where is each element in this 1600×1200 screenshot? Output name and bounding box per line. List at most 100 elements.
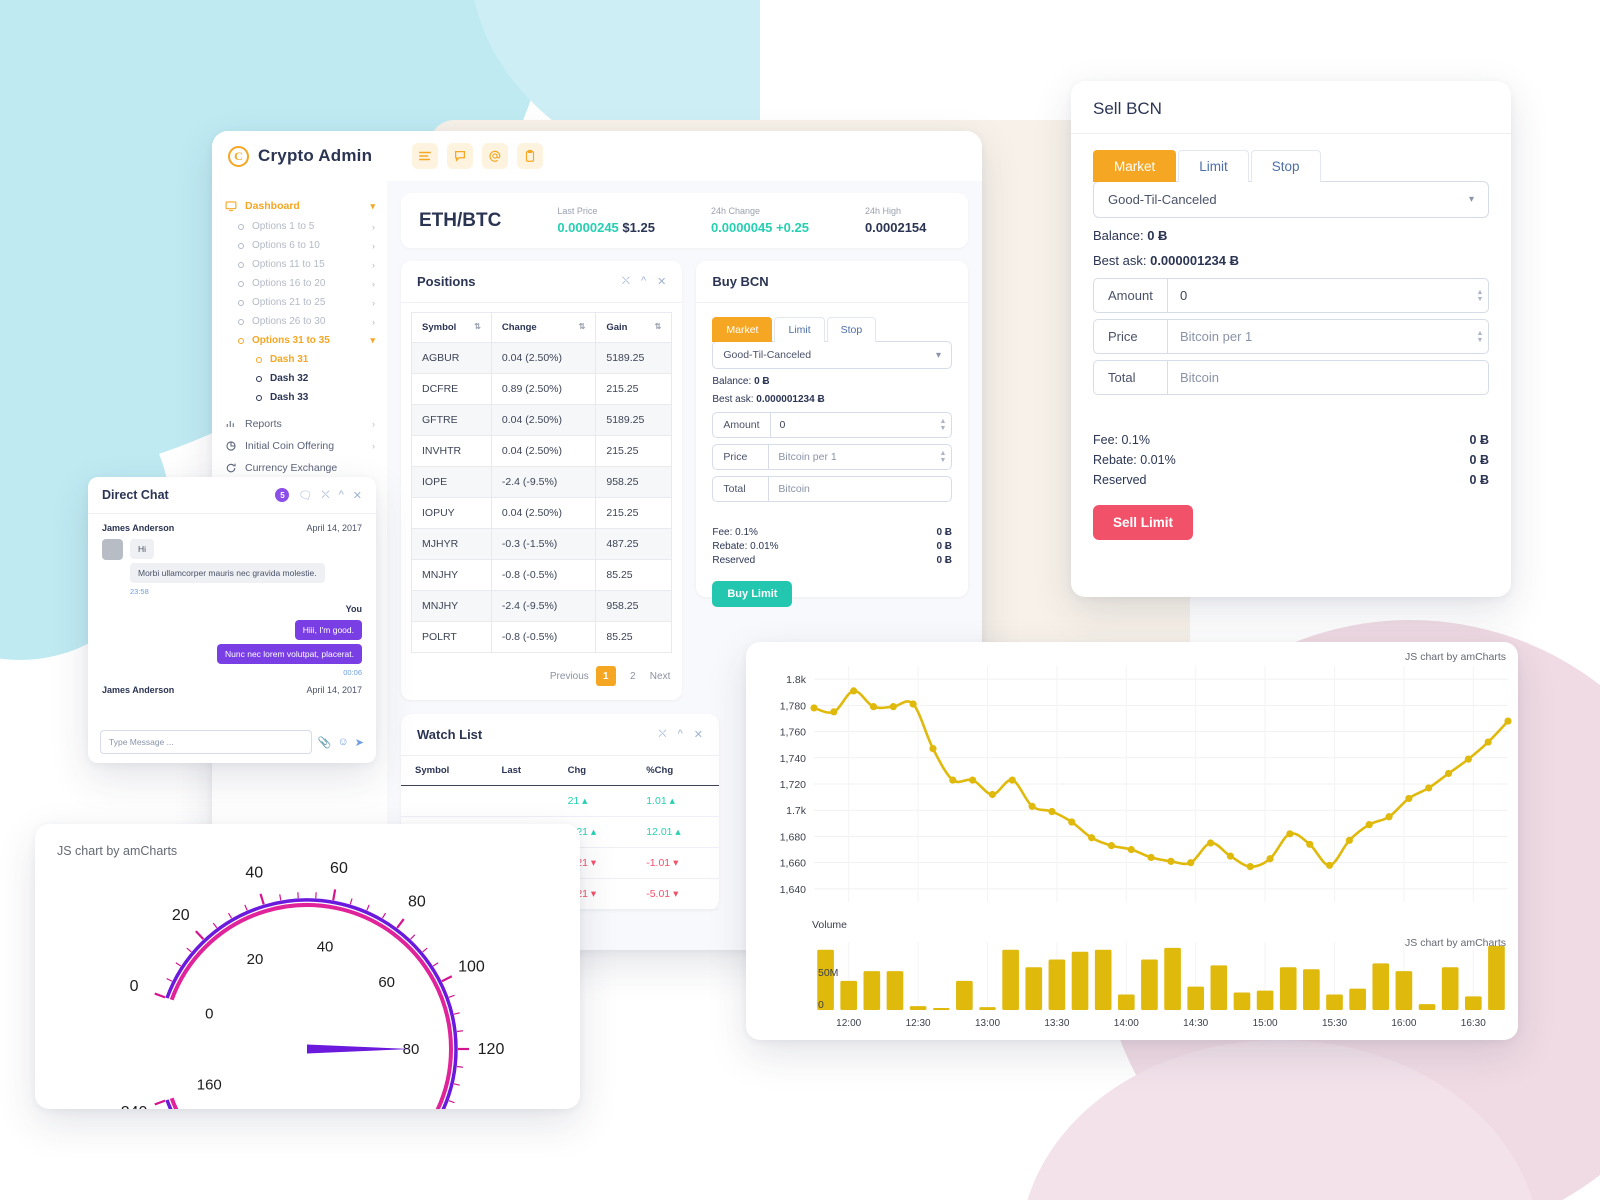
collapse-icon[interactable]: ^ — [338, 489, 344, 501]
sidebar-subitem-options-7[interactable]: Options 31 to 35 ▾ — [212, 331, 387, 350]
expand-icon[interactable]: ⛌ — [321, 488, 330, 501]
chevron-down-icon: ▾ — [370, 200, 375, 211]
column-last[interactable]: Last — [487, 756, 554, 786]
total-field[interactable]: Total Bitcoin — [712, 476, 952, 502]
column-chg[interactable]: Chg — [553, 756, 633, 786]
chat-thread-meta: James Anderson April 14, 2017 — [102, 685, 362, 695]
close-icon[interactable]: ✕ — [352, 489, 362, 502]
emoji-icon[interactable]: ☺ — [337, 736, 349, 748]
total-input[interactable]: Bitcoin — [778, 483, 810, 495]
sidebar-item-dash-31[interactable]: Dash 31 — [212, 350, 387, 369]
collapse-icon[interactable]: ^ — [677, 728, 683, 740]
pager-previous[interactable]: Previous — [549, 670, 589, 682]
table-row[interactable]: GFTRE 0.04 (2.50%) 5189.25 — [411, 404, 673, 436]
amount-field[interactable]: Amount 0 ▲ ▼ — [712, 412, 952, 438]
sidebar-item-currency-exchange[interactable]: Currency Exchange — [212, 457, 387, 479]
amount-input[interactable]: 0 — [1180, 288, 1188, 303]
table-row[interactable]: IOPE -2.4 (-9.5%) 958.25 — [411, 466, 673, 498]
sidebar-item-label: Dash 33 — [270, 392, 309, 403]
menu-icon[interactable] — [412, 143, 439, 169]
cell-change: 0.04 (2.50%) — [490, 404, 597, 436]
contacts-icon[interactable]: 🗨 — [298, 489, 313, 502]
cell-symbol: IOPE — [411, 466, 492, 498]
close-icon[interactable]: ✕ — [657, 276, 667, 288]
table-row[interactable]: INVHTR 0.04 (2.50%) 215.25 — [411, 435, 673, 467]
cell-pct-chg: 12.01 ▴ — [632, 816, 719, 848]
sidebar-subitem-options-5[interactable]: Options 21 to 25 › — [212, 293, 387, 312]
price-input[interactable]: Bitcoin per 1 — [1180, 329, 1253, 344]
svg-text:60: 60 — [378, 974, 395, 991]
amount-input[interactable]: 0 — [779, 419, 786, 431]
sidebar-subitem-options-4[interactable]: Options 16 to 20 › — [212, 274, 387, 293]
tab-limit[interactable]: Limit — [1178, 150, 1249, 182]
pager-next[interactable]: Next — [649, 670, 671, 682]
stat-primary: 0.0002154 — [864, 220, 927, 235]
send-icon[interactable]: ➤ — [354, 736, 364, 749]
svg-text:15:30: 15:30 — [1322, 1018, 1347, 1029]
table-row[interactable]: DCFRE 0.89 (2.50%) 215.25 — [411, 373, 673, 405]
price-stepper[interactable]: ▲ ▼ — [1476, 329, 1484, 344]
buy-limit-button[interactable]: Buy Limit — [712, 581, 793, 607]
chat-icon[interactable] — [447, 143, 474, 169]
close-icon[interactable]: ✕ — [693, 729, 703, 741]
amount-field[interactable]: Amount 0 ▲ ▼ — [1093, 278, 1489, 313]
table-row[interactable]: 21 ▴ 1.01 ▴ — [401, 785, 719, 817]
sidebar-item-initial-coin-offering[interactable]: Initial Coin Offering › — [212, 435, 387, 457]
pager-page-2[interactable]: 2 — [630, 670, 636, 682]
table-row[interactable]: IOPUY 0.04 (2.50%) 215.25 — [411, 497, 673, 529]
table-row[interactable]: AGBUR 0.04 (2.50%) 5189.25 — [411, 342, 673, 374]
sidebar-subitem-options-3[interactable]: Options 11 to 15 › — [212, 255, 387, 274]
sell-limit-button[interactable]: Sell Limit — [1093, 505, 1194, 540]
price-input[interactable]: Bitcoin per 1 — [778, 451, 837, 463]
column-symbol[interactable]: Symbol ⇅ — [411, 312, 492, 343]
tab-stop[interactable]: Stop — [1250, 150, 1321, 182]
order-duration-select[interactable]: Good-Til-Canceled ▾ — [1093, 181, 1489, 218]
column-pct-chg[interactable]: %Chg — [632, 756, 719, 786]
sidebar-subitem-options-2[interactable]: Options 6 to 10 › — [212, 236, 387, 255]
at-icon[interactable] — [482, 143, 509, 169]
sidebar-subitem-options-1[interactable]: Options 1 to 5 › — [212, 217, 387, 236]
svg-text:1,740: 1,740 — [780, 753, 806, 765]
gauge-chart: 0204060801001201401601802002202400204060… — [121, 860, 504, 1200]
order-duration-select[interactable]: Good-Til-Canceled ▾ — [712, 341, 952, 369]
sidebar-item-reports[interactable]: Reports › — [212, 413, 387, 435]
table-row[interactable]: MNJHY -0.8 (-0.5%) 85.25 — [411, 559, 673, 591]
column-symbol[interactable]: Symbol — [401, 756, 488, 786]
sidebar-subitem-options-6[interactable]: Options 26 to 30 › — [212, 312, 387, 331]
collapse-icon[interactable]: ^ — [640, 275, 647, 287]
attachment-icon[interactable]: 📎 — [317, 736, 332, 749]
sell-panel: Sell BCN Market Limit Stop Good-Til-Canc… — [1071, 81, 1511, 597]
expand-icon[interactable]: ⛌ — [621, 275, 630, 287]
table-row[interactable]: MNJHY -2.4 (-9.5%) 958.25 — [411, 590, 673, 622]
price-field[interactable]: Price Bitcoin per 1 ▲ ▼ — [1093, 319, 1489, 354]
amount-stepper[interactable]: ▲ ▼ — [1476, 288, 1484, 303]
price-volume-chart: 1,640 1,660 1,680 1.7k 1,720 1,740 1,760 1,780 1… — [780, 651, 1512, 1029]
pager-page-1[interactable]: 1 — [595, 666, 616, 686]
stat-primary: 0.0000045 — [710, 220, 773, 235]
table-row[interactable]: MJHYR -0.3 (-1.5%) 487.25 — [411, 528, 673, 560]
total-input[interactable]: Bitcoin — [1180, 370, 1220, 385]
stat-24h-change: 24h Change 0.0000045 +0.25 — [711, 206, 809, 235]
price-field[interactable]: Price Bitcoin per 1 ▲ ▼ — [712, 444, 952, 470]
brand[interactable]: C Crypto Admin — [228, 145, 372, 167]
table-row[interactable]: POLRT -0.8 (-0.5%) 85.25 — [411, 621, 673, 653]
clipboard-icon[interactable] — [517, 143, 544, 169]
amount-stepper[interactable]: ▲ ▼ — [939, 418, 947, 432]
sidebar-item-dash-33[interactable]: Dash 33 — [212, 388, 387, 407]
chat-message-input[interactable]: Type Message ... — [100, 730, 312, 754]
sidebar-item-dashboard[interactable]: Dashboard ▾ — [212, 195, 387, 217]
cell-gain: 487.25 — [595, 528, 673, 560]
total-field[interactable]: Total Bitcoin — [1093, 360, 1489, 395]
sidebar-item-dash-32[interactable]: Dash 32 — [212, 369, 387, 388]
svg-text:80: 80 — [403, 1041, 420, 1058]
tab-market[interactable]: Market — [1093, 150, 1177, 182]
price-stepper[interactable]: ▲ ▼ — [939, 450, 947, 464]
column-change[interactable]: Change ⇅ — [490, 312, 597, 343]
tab-limit[interactable]: Limit — [774, 317, 825, 342]
column-gain[interactable]: Gain ⇅ — [595, 312, 673, 343]
svg-text:14:30: 14:30 — [1183, 1018, 1208, 1029]
tab-market[interactable]: Market — [712, 317, 773, 342]
expand-icon[interactable]: ⛌ — [658, 728, 667, 740]
tab-stop[interactable]: Stop — [826, 317, 877, 342]
sidebar-item-label: Dashboard — [245, 200, 300, 212]
